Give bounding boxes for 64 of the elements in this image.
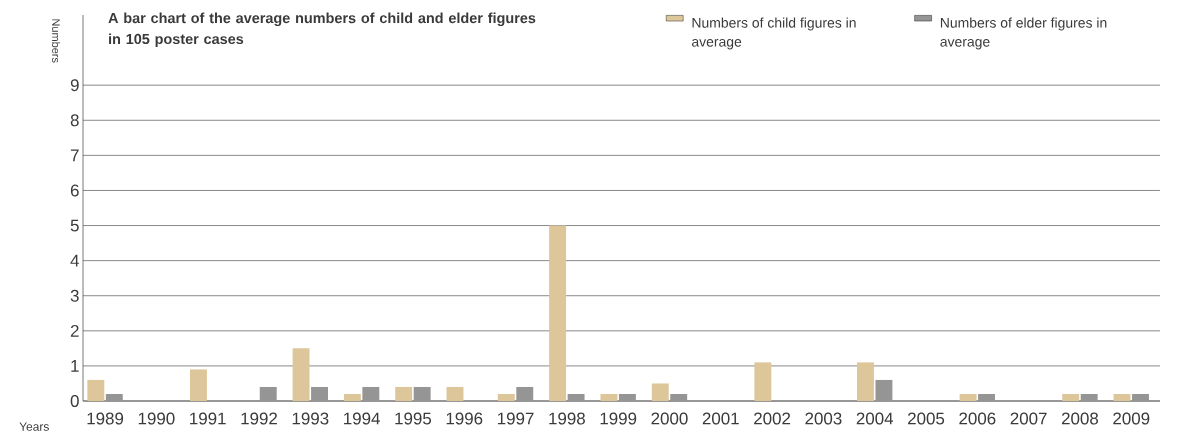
x-tick-label: 2009: [1113, 412, 1150, 425]
x-tick-label: 2001: [702, 412, 739, 425]
x-tick-label: 2006: [959, 412, 996, 425]
bar: [1080, 393, 1098, 401]
bar: [1132, 393, 1149, 401]
x-axis-title: Years: [19, 422, 49, 431]
bar: [446, 386, 464, 401]
x-tick-label: 1996: [446, 412, 483, 425]
bar: [549, 225, 567, 401]
bar: [857, 362, 874, 401]
bar: [189, 369, 207, 401]
text: A bar chart of the average numbers of child and elder figures in 105 poster cases: [108, 12, 536, 47]
x-tick-label: 2008: [1061, 412, 1099, 425]
x-tick-label: 2005: [908, 412, 945, 425]
x-tick-label: 2004: [856, 412, 894, 425]
bar: [1062, 393, 1080, 401]
x-tick-label: 2002: [754, 412, 791, 425]
bar: [413, 386, 431, 401]
x-tick-label: 2003: [805, 412, 842, 425]
bar: [497, 393, 515, 401]
y-tick-label: 3: [70, 289, 79, 302]
y-tick-label: 1: [71, 360, 79, 372]
bar: [978, 393, 996, 401]
bar: [670, 393, 688, 401]
y-tick-label: 8: [70, 114, 79, 127]
bar: [567, 393, 585, 401]
x-tick-label: 1990: [138, 412, 175, 425]
y-tick-label: 4: [70, 254, 79, 267]
bar: [754, 362, 772, 401]
y-axis-title: Numbers: [52, 19, 61, 63]
bar: [959, 393, 977, 401]
x-tick-label: 1994: [344, 412, 380, 425]
y-tick-label: 6: [70, 184, 79, 197]
bar: [292, 348, 310, 401]
bar: [1113, 393, 1131, 401]
x-tick-label: 1993: [292, 412, 329, 425]
bar: [651, 383, 669, 401]
bar: [875, 379, 893, 401]
bar: [600, 393, 618, 401]
bar: [343, 393, 361, 401]
y-tick-label: 2: [70, 324, 79, 337]
bar: [516, 386, 534, 401]
bar: [618, 393, 636, 401]
y-tick-label: 9: [70, 79, 79, 92]
x-tick-label: 1991: [190, 412, 226, 425]
x-tick-label: 1995: [395, 412, 432, 425]
x-tick-label: 1989: [87, 412, 124, 425]
bar: [362, 386, 380, 401]
y-tick-label: 7: [70, 149, 79, 162]
legend-label: Numbers of elder figures in average: [940, 17, 1107, 50]
x-tick-label: 1992: [241, 412, 277, 425]
bar: [395, 386, 413, 401]
x-tick-label: 1998: [549, 412, 585, 425]
y-tick-label: 0: [70, 395, 79, 407]
y-tick-label: 5: [70, 219, 79, 232]
bar: [311, 386, 328, 401]
bar: [87, 379, 105, 401]
x-tick-label: 2000: [651, 412, 688, 425]
bar: [259, 386, 277, 401]
bar: [105, 393, 123, 401]
x-tick-label: 1997: [498, 412, 534, 425]
x-tick-label: 1999: [600, 412, 637, 425]
legend-label: Numbers of child figures in average: [692, 17, 856, 50]
x-tick-label: 2007: [1010, 412, 1047, 425]
